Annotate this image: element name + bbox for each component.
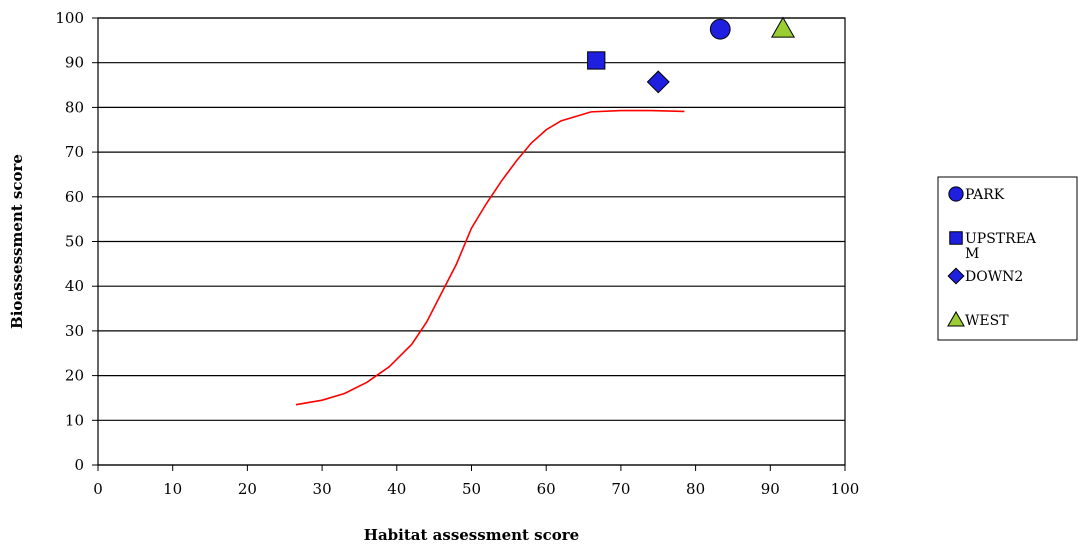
legend-park-icon — [948, 186, 964, 202]
x-tick-label: 20 — [238, 480, 257, 498]
x-tick-label: 90 — [761, 480, 780, 498]
y-tick-label: 100 — [55, 9, 84, 27]
y-tick-label: 10 — [65, 411, 84, 429]
y-tick-label: 20 — [65, 367, 84, 385]
legend-down2-icon — [947, 267, 965, 285]
x-axis-ticks: 0 10 20 30 40 50 60 70 80 90 100 — [93, 465, 859, 498]
y-tick-label: 60 — [65, 188, 84, 206]
point-west — [770, 16, 796, 38]
x-tick-label: 100 — [831, 480, 860, 498]
y-tick-label: 90 — [65, 54, 84, 72]
legend-west-icon — [947, 310, 965, 327]
y-tick-label: 30 — [65, 322, 84, 340]
x-tick-label: 70 — [611, 480, 630, 498]
legend-box — [937, 176, 1078, 341]
y-tick-label: 50 — [65, 233, 84, 251]
legend-upstrea-m-icon — [949, 231, 963, 245]
x-tick-label: 0 — [93, 480, 103, 498]
y-axis-title: Bioassessment score — [8, 154, 26, 329]
point-park — [709, 18, 731, 40]
x-tick-label: 10 — [163, 480, 182, 498]
y-tick-label: 40 — [65, 277, 84, 295]
x-tick-label: 80 — [686, 480, 705, 498]
legend-label: DOWN2 — [965, 269, 1023, 285]
y-tick-label: 70 — [65, 143, 84, 161]
y-tick-label: 80 — [65, 98, 84, 116]
legend-label: UPSTREA M — [965, 231, 1037, 262]
x-tick-label: 50 — [462, 480, 481, 498]
x-tick-label: 60 — [537, 480, 556, 498]
legend-label: WEST — [965, 313, 1009, 329]
legend: PARK UPSTREA M DOWN2 WEST — [937, 176, 1078, 341]
x-tick-label: 40 — [387, 480, 406, 498]
gridlines — [98, 17, 845, 466]
y-tick-label: 0 — [74, 456, 84, 474]
legend-label: PARK — [965, 187, 1005, 203]
point-down2 — [646, 70, 670, 94]
x-tick-label: 30 — [313, 480, 332, 498]
x-axis-title: Habitat assessment score — [364, 526, 579, 544]
data-markers — [587, 16, 796, 94]
fitted-curve — [295, 109, 685, 406]
y-axis-ticks: 0 10 20 30 40 50 60 70 80 90 100 — [55, 9, 98, 474]
point-upstrea-m — [587, 51, 606, 70]
